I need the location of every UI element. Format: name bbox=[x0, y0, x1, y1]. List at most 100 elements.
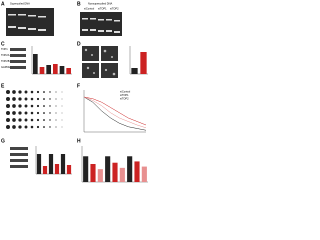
dot bbox=[61, 112, 63, 114]
dot bbox=[30, 97, 34, 101]
bar bbox=[112, 162, 118, 182]
figure: A Supercoiled DNA B Nonsupercoiled DNA s… bbox=[1, 1, 148, 183]
dot bbox=[6, 97, 10, 101]
bar bbox=[48, 154, 54, 174]
dot bbox=[12, 111, 16, 115]
dot bbox=[12, 104, 16, 108]
dot bbox=[12, 97, 16, 101]
dot bbox=[24, 111, 28, 115]
legend-label: siControl bbox=[120, 90, 131, 94]
dot bbox=[18, 90, 22, 94]
dot bbox=[12, 118, 16, 122]
dot bbox=[18, 118, 22, 122]
bar bbox=[90, 164, 96, 182]
nuclei bbox=[84, 48, 116, 76]
bar bbox=[36, 154, 42, 174]
legend-label: siTOP2 bbox=[120, 97, 129, 101]
gel bbox=[6, 8, 54, 36]
dot bbox=[30, 104, 34, 108]
dot bbox=[43, 112, 45, 114]
line bbox=[83, 96, 147, 131]
bar bbox=[33, 54, 38, 74]
bar bbox=[83, 156, 89, 182]
dot bbox=[30, 90, 34, 94]
dot bbox=[18, 97, 22, 101]
bar bbox=[46, 65, 51, 74]
dot bbox=[30, 118, 34, 122]
gel-bands bbox=[8, 14, 46, 31]
bar bbox=[134, 161, 140, 182]
dot bbox=[6, 90, 10, 94]
line bbox=[83, 96, 147, 129]
dot bbox=[36, 111, 40, 115]
dot bbox=[49, 112, 51, 114]
dot bbox=[55, 91, 57, 93]
dot bbox=[36, 97, 40, 101]
dot bbox=[61, 98, 63, 100]
blot-label: GAPDH bbox=[1, 65, 10, 69]
dot bbox=[36, 125, 40, 129]
line bbox=[83, 96, 147, 126]
dot bbox=[49, 126, 51, 128]
bar bbox=[119, 167, 125, 182]
dot bbox=[18, 111, 22, 115]
dot bbox=[24, 118, 28, 122]
dot bbox=[43, 91, 45, 93]
dot bbox=[6, 125, 10, 129]
dot bbox=[55, 126, 57, 128]
bar bbox=[141, 166, 147, 182]
bar bbox=[140, 52, 147, 74]
dot bbox=[18, 104, 22, 108]
bar bbox=[39, 67, 45, 74]
panel-label: G bbox=[1, 138, 5, 144]
dot bbox=[49, 91, 51, 93]
dot bbox=[49, 119, 51, 121]
lane-label: siTOP2 bbox=[110, 7, 119, 11]
panel-label: B bbox=[77, 1, 81, 7]
dot bbox=[49, 98, 51, 100]
panel-label: A bbox=[1, 1, 5, 7]
bar bbox=[131, 68, 138, 74]
dot bbox=[30, 125, 34, 129]
dot bbox=[43, 126, 45, 128]
dot bbox=[24, 97, 28, 101]
panel-label: D bbox=[77, 41, 81, 47]
dot bbox=[12, 90, 16, 94]
dot bbox=[43, 105, 45, 107]
bar bbox=[42, 166, 48, 174]
blot-label: TOP1 bbox=[1, 47, 8, 51]
dot bbox=[6, 111, 10, 115]
dot bbox=[55, 98, 57, 100]
dot bbox=[61, 105, 63, 107]
gel-bands bbox=[82, 18, 120, 33]
dot bbox=[36, 118, 40, 122]
panel-label: H bbox=[77, 138, 81, 144]
dot bbox=[24, 125, 28, 129]
dot bbox=[36, 90, 40, 94]
dot bbox=[6, 104, 10, 108]
dot bbox=[61, 119, 63, 121]
bar bbox=[54, 164, 60, 174]
dot bbox=[12, 125, 16, 129]
blot bbox=[10, 48, 26, 69]
bar bbox=[127, 156, 133, 182]
dot bbox=[55, 105, 57, 107]
bar bbox=[59, 66, 65, 74]
bar bbox=[105, 156, 111, 182]
panel-title: Nonsupercoiled DNA bbox=[88, 2, 112, 6]
panel-title: Supercoiled DNA bbox=[10, 2, 30, 6]
micrographs bbox=[82, 46, 118, 78]
dot bbox=[30, 111, 34, 115]
lane-label: siTOP1 bbox=[98, 7, 107, 11]
dot bbox=[43, 119, 45, 121]
dot bbox=[55, 119, 57, 121]
bar bbox=[66, 165, 72, 174]
blot-label: TOP2A bbox=[1, 53, 10, 57]
panel-label: C bbox=[1, 41, 5, 47]
legend-label: siTOP1 bbox=[120, 93, 129, 97]
dot bbox=[6, 118, 10, 122]
dot-blot bbox=[6, 90, 63, 129]
blot bbox=[10, 147, 28, 168]
dot bbox=[18, 125, 22, 129]
panel-label: E bbox=[1, 83, 5, 89]
